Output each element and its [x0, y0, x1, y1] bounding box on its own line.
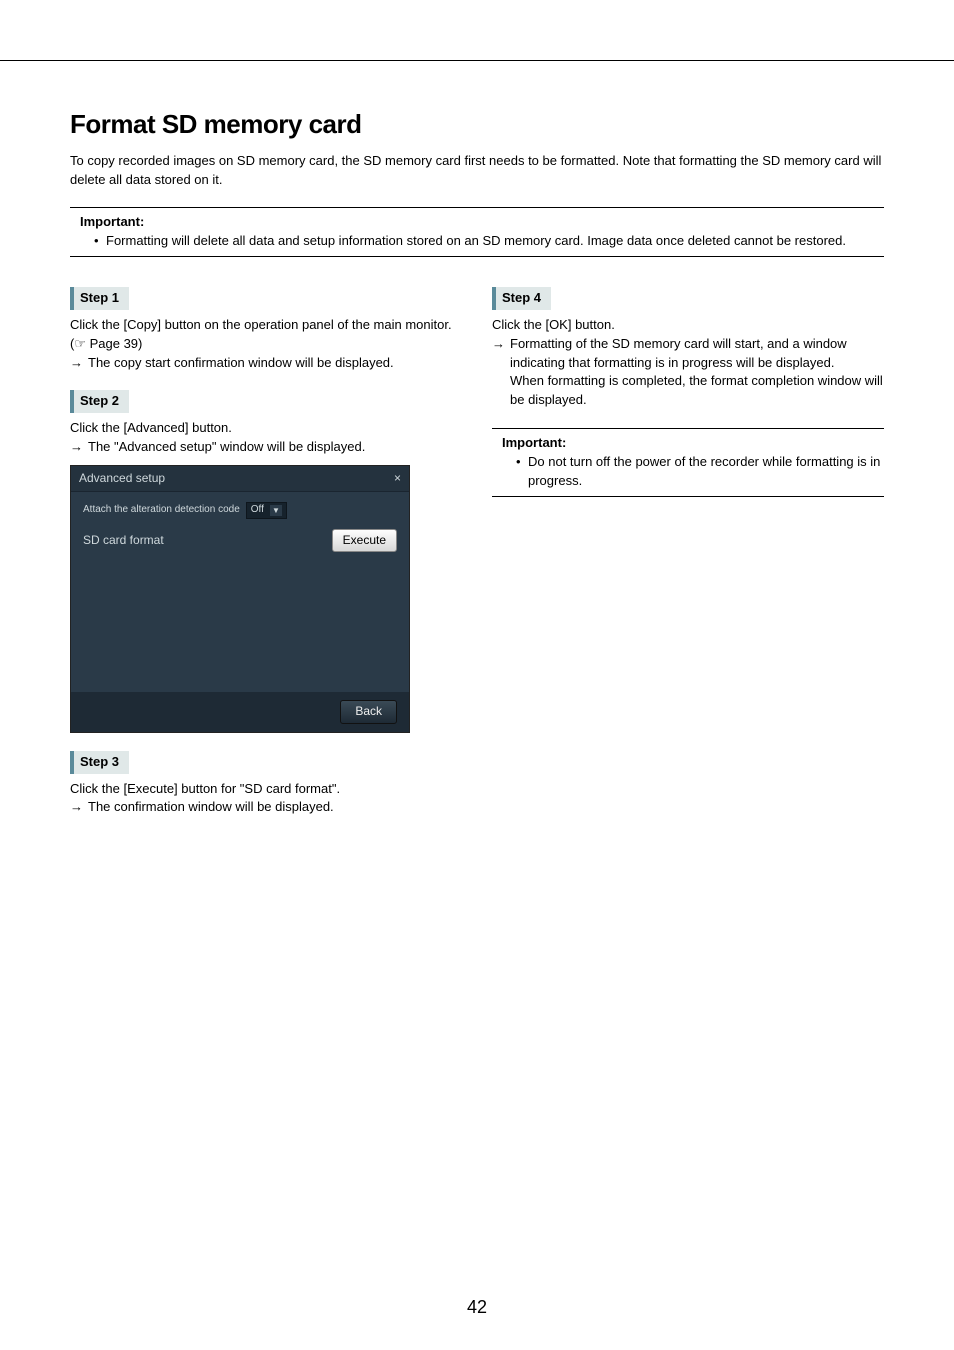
intro-text: To copy recorded images on SD memory car… — [70, 152, 884, 190]
important-text: Do not turn off the power of the recorde… — [528, 453, 884, 491]
arrow-icon: → — [70, 438, 88, 457]
back-button[interactable]: Back — [340, 700, 397, 723]
step3-label: Step 3 — [70, 751, 129, 774]
step4-label: Step 4 — [492, 287, 551, 310]
step3-result: The confirmation window will be displaye… — [88, 798, 462, 817]
alteration-dropdown[interactable]: Off ▼ — [246, 502, 287, 519]
step2-result: The "Advanced setup" window will be disp… — [88, 438, 462, 457]
important-label: Important: — [502, 434, 884, 453]
left-column: Step 1 Click the [Copy] button on the op… — [70, 287, 462, 835]
sd-format-label: SD card format — [83, 532, 164, 549]
execute-button[interactable]: Execute — [332, 529, 397, 552]
sd-format-row: SD card format Execute — [83, 529, 397, 552]
advanced-setup-dialog: Advanced setup × Attach the alteration d… — [70, 465, 410, 733]
important-text: Formatting will delete all data and setu… — [106, 232, 884, 251]
important-block-top: Important: • Formatting will delete all … — [70, 207, 884, 257]
bullet-icon: • — [94, 232, 106, 251]
alteration-code-row: Attach the alteration detection code Off… — [83, 502, 397, 519]
top-rule — [0, 60, 954, 61]
arrow-icon: → — [70, 354, 88, 373]
step2-label: Step 2 — [70, 390, 129, 413]
right-column: Step 4 Click the [OK] button. → Formatti… — [492, 287, 884, 835]
dialog-titlebar: Advanced setup × — [71, 466, 409, 492]
close-icon[interactable]: × — [394, 470, 401, 487]
alteration-label: Attach the alteration detection code — [83, 503, 240, 518]
step4-text: Click the [OK] button. — [492, 316, 884, 335]
dialog-title: Advanced setup — [79, 470, 165, 487]
page-number: 42 — [0, 1294, 954, 1320]
step2-body: Click the [Advanced] button. → The "Adva… — [70, 419, 462, 732]
important-label: Important: — [80, 213, 884, 232]
important-block-right: Important: • Do not turn off the power o… — [492, 428, 884, 497]
bullet-icon: • — [516, 453, 528, 491]
important-text-row: • Do not turn off the power of the recor… — [502, 453, 884, 491]
arrow-icon: → — [70, 798, 88, 817]
dialog-footer: Back — [71, 692, 409, 731]
step1-text: Click the [Copy] button on the operation… — [70, 316, 462, 354]
step3-text: Click the [Execute] button for "SD card … — [70, 780, 462, 799]
step1-label: Step 1 — [70, 287, 129, 310]
step4-body: Click the [OK] button. → Formatting of t… — [492, 316, 884, 410]
step2-text: Click the [Advanced] button. — [70, 419, 462, 438]
important-text-row: • Formatting will delete all data and se… — [80, 232, 884, 251]
step1-body: Click the [Copy] button on the operation… — [70, 316, 462, 373]
chevron-down-icon: ▼ — [270, 505, 282, 517]
step1-result: The copy start confirmation window will … — [88, 354, 462, 373]
step3-body: Click the [Execute] button for "SD card … — [70, 780, 462, 818]
arrow-icon: → — [492, 335, 510, 410]
step4-result: Formatting of the SD memory card will st… — [510, 335, 884, 373]
step4-result2: When formatting is completed, the format… — [510, 372, 884, 410]
page-title: Format SD memory card — [70, 106, 884, 144]
dropdown-value: Off — [251, 503, 264, 518]
